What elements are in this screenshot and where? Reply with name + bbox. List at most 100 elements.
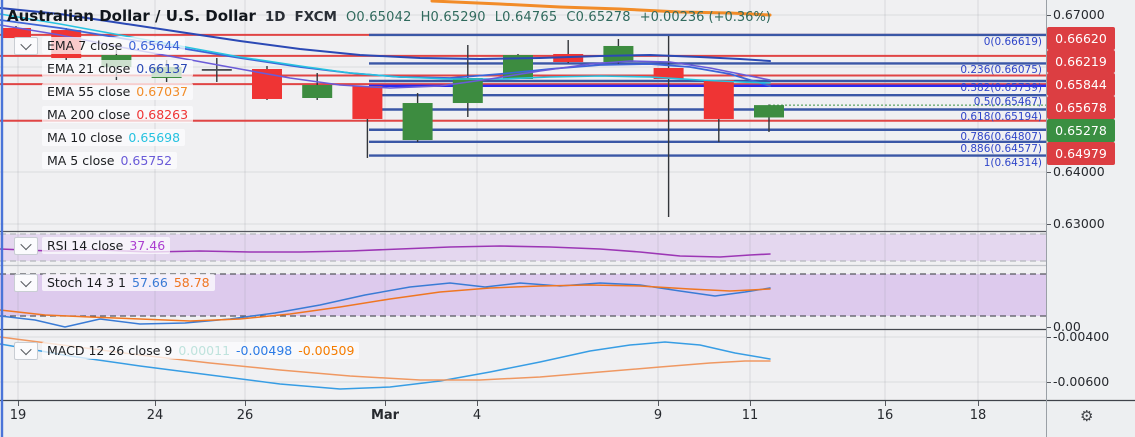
legend-ema21[interactable]: EMA 21 close 0.66137 (42, 60, 193, 77)
stoch-pane-collapse-button[interactable] (14, 274, 38, 292)
candlestick[interactable] (503, 55, 533, 79)
time-axis-label[interactable]: 24 (146, 408, 164, 423)
time-axis-label[interactable]: 9 (653, 408, 663, 423)
chevron-down-icon (20, 343, 32, 356)
time-tick-mark (885, 401, 886, 406)
indicator-value: 0.65698 (128, 130, 181, 145)
time-tick-mark (750, 401, 751, 406)
legend-ma10[interactable]: MA 10 close 0.65698 (42, 129, 186, 146)
price-badge: 0.65844 (1047, 72, 1115, 96)
time-axis-label[interactable]: 11 (741, 408, 759, 423)
fib-level-label: 0.5(0.65467) (973, 96, 1042, 109)
symbol-title[interactable]: Australian Dollar / U.S. Dollar (7, 7, 256, 25)
close-value: C0.65278 (566, 10, 631, 25)
high-value: H0.65290 (420, 10, 486, 25)
stoch-k-value: 57.66 (132, 275, 168, 290)
candlestick[interactable] (352, 86, 383, 119)
price-tick-mark (1046, 224, 1051, 226)
legend-rsi[interactable]: RSI 14 close 37.46 (42, 237, 171, 254)
macd-pane-collapse-button[interactable] (14, 342, 38, 360)
fib-level-label: 0.236(0.66075) (960, 64, 1042, 77)
price-badge: 0.65678 (1047, 95, 1115, 119)
indicator-label: MA 5 close (47, 153, 115, 168)
legend-macd[interactable]: MACD 12 26 close 9 0.00011 -0.00498 -0.0… (42, 342, 360, 359)
indicator-label: MA 200 close (47, 107, 131, 122)
time-tick-mark (245, 401, 246, 406)
candlestick[interactable] (452, 78, 483, 104)
time-axis-label[interactable]: Mar (370, 408, 400, 423)
fib-level-label: 0(0.66619) (983, 35, 1042, 48)
candlestick[interactable] (603, 45, 634, 62)
fib-level-label: 0.382(0.65739) (960, 81, 1042, 94)
legend-stoch[interactable]: Stoch 14 3 1 57.66 58.78 (42, 274, 215, 291)
scale-divider[interactable] (1046, 0, 1047, 437)
settings-gear-icon[interactable]: ⚙ (1080, 407, 1094, 425)
time-axis[interactable] (0, 401, 1135, 437)
indicator-label: EMA 7 close (47, 38, 123, 53)
legend-ma200[interactable]: MA 200 close 0.68263 (42, 106, 194, 123)
open-value: O0.65042 (345, 10, 412, 25)
chevron-down-icon (20, 275, 32, 288)
price-tick-mark (1046, 15, 1051, 16)
price-tick-label: 0.67000 (1053, 7, 1105, 22)
fib-level-label: 0.618(0.65194) (960, 110, 1042, 123)
price-tick-label: 0.64000 (1053, 163, 1105, 179)
indicator-label: Stoch 14 3 1 (47, 275, 127, 290)
indicator-label: MA 10 close (47, 130, 123, 145)
candlestick[interactable] (553, 53, 584, 62)
indicator-value: 0.68263 (136, 107, 189, 122)
indicator-label: MACD 12 26 close 9 (47, 343, 173, 358)
time-tick-mark (477, 401, 478, 406)
legend-ma5[interactable]: MA 5 close 0.65752 (42, 152, 178, 169)
time-axis-label[interactable]: 16 (876, 408, 894, 423)
time-tick-mark (18, 401, 19, 406)
chevron-down-icon (20, 38, 32, 51)
indicator-value: 0.65644 (128, 38, 181, 53)
candlestick[interactable] (402, 103, 433, 141)
indicator-value: 37.46 (129, 238, 166, 253)
candlestick[interactable] (252, 69, 282, 99)
fib-level-label: 0.786(0.64807) (960, 130, 1042, 143)
legend-ema55[interactable]: EMA 55 close 0.67037 (42, 83, 193, 100)
time-tick-mark (385, 401, 386, 406)
legend-ema7[interactable]: EMA 7 close 0.65644 (42, 37, 186, 54)
time-axis-label[interactable]: 26 (236, 408, 254, 423)
price-badge: 0.66219 (1047, 49, 1115, 73)
candlestick[interactable] (754, 105, 784, 118)
price-badge: 0.65278 (1047, 118, 1115, 142)
indicator-value: 0.67037 (136, 84, 188, 99)
time-axis-label[interactable]: 19 (9, 408, 27, 423)
fib-level-label: 1(0.64314) (983, 156, 1042, 169)
chart-header: Australian Dollar / U.S. Dollar 1D FXCM … (7, 7, 771, 25)
price-tick-mark (1046, 382, 1051, 383)
chevron-down-icon (20, 238, 32, 251)
change-value: +0.00236 (+0.36%) (639, 10, 771, 25)
time-axis-label[interactable]: 18 (969, 408, 987, 423)
macd-hist-value: 0.00011 (178, 343, 231, 358)
price-badge: 0.64979 (1047, 141, 1115, 165)
price-tick-mark (1046, 327, 1051, 328)
candlestick[interactable] (653, 68, 684, 79)
indicator-label: RSI 14 close (47, 238, 124, 253)
candlestick[interactable] (201, 69, 232, 71)
price-tick-label: 0.63000 (1053, 216, 1105, 232)
indicator-label: EMA 55 close (47, 84, 131, 99)
price-tick-label: -0.00400 (1053, 329, 1110, 344)
time-tick-mark (658, 401, 659, 406)
candlestick[interactable] (703, 79, 734, 119)
main-pane-collapse-button[interactable] (14, 37, 38, 55)
low-value: L0.64765 (494, 10, 558, 25)
interval-label[interactable]: 1D (264, 9, 286, 25)
price-tick-mark (1046, 171, 1051, 173)
macd-line-value: -0.00498 (236, 343, 293, 358)
ma-line-ma5 (0, 24, 771, 89)
price-tick-label: -0.00600 (1053, 374, 1110, 389)
candlestick[interactable] (302, 85, 333, 98)
time-tick-mark (155, 401, 156, 406)
macd-signal-value: -0.00509 (298, 343, 355, 358)
stoch-d-value: 58.78 (173, 275, 210, 290)
price-tick-label: 0.00 (1053, 319, 1081, 334)
time-axis-label[interactable]: 4 (472, 408, 482, 423)
rsi-pane-collapse-button[interactable] (14, 237, 38, 255)
